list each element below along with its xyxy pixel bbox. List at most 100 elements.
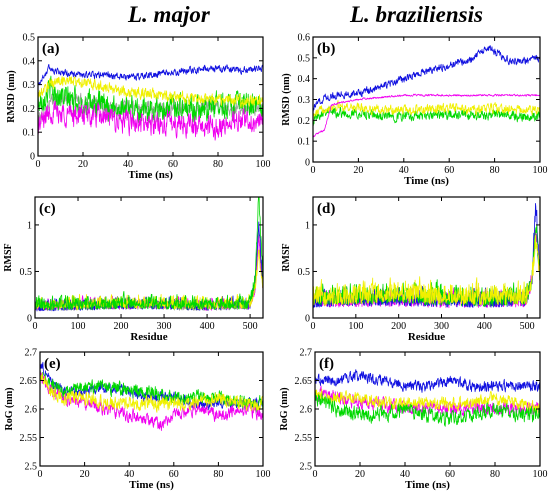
y-tick-label: 0	[305, 158, 310, 169]
panel-f: 0 20 40 60 80 100 2.5 2.55 2.6 2.65 2.7 Time (ns) Ro…	[279, 348, 548, 492]
panel-e: 0 20 40 60 80 100 2.5 2.55 2.6 2.65 2.7 Time (ns) Ro…	[4, 348, 271, 492]
x-tick-label: 60	[444, 165, 454, 176]
y-axis-label: RMSF	[3, 243, 14, 271]
y-tick-label: 2.7	[25, 348, 38, 359]
series-line-green	[40, 370, 263, 413]
x-tick-label: 100	[533, 469, 548, 480]
x-tick-label: 100	[533, 165, 548, 176]
x-axis-label: Time (ns)	[404, 175, 449, 187]
y-tick-label: 0.6	[298, 33, 311, 44]
series-line-green	[38, 75, 263, 125]
x-tick-label: 100	[256, 469, 271, 480]
x-tick-label: 40	[400, 469, 410, 480]
y-tick-label: 1	[305, 220, 310, 231]
plot-frame	[312, 196, 541, 319]
y-axis-label: RMSF	[281, 243, 292, 271]
plot-frame	[34, 196, 264, 319]
panel-label: (d)	[317, 201, 335, 217]
x-tick-label: 60	[445, 469, 455, 480]
panel-label: (e)	[44, 356, 61, 372]
series-line-blue	[38, 64, 263, 86]
x-axis-label: Time (ns)	[129, 479, 174, 491]
x-axis-label: Time (ns)	[405, 479, 450, 491]
x-tick-label: 100	[348, 321, 363, 332]
x-tick-label: 80	[490, 165, 500, 176]
y-tick-label: 0.1	[23, 128, 36, 139]
x-tick-label: 300	[157, 321, 172, 332]
y-axis-label: RoG (nm)	[4, 387, 15, 430]
y-tick-label: 1	[27, 220, 32, 231]
panel-b: 0 20 40 60 80 100 0 0.1 0.2 0.3 0.4 0.5 0.6 Time (ns)…	[281, 33, 548, 188]
series-line-yellow	[40, 372, 263, 413]
panel-label: (c)	[39, 201, 56, 217]
y-tick-label: 0	[305, 314, 310, 325]
x-axis-label: Time (ns)	[128, 169, 173, 181]
y-tick-label: 2.65	[295, 376, 313, 387]
x-tick-label: 0	[311, 321, 316, 332]
series-line-green	[35, 197, 263, 311]
x-tick-label: 20	[353, 165, 363, 176]
plot-frame	[37, 36, 264, 157]
x-tick-label: 200	[114, 321, 129, 332]
x-tick-label: 0	[36, 159, 41, 170]
series-line-magenta	[313, 93, 540, 138]
plot-frame	[312, 36, 541, 163]
right-column-title: L. braziliensis	[350, 2, 483, 27]
x-tick-label: 20	[78, 159, 88, 170]
y-axis-label: RMSD (nm)	[281, 73, 292, 126]
panel-d: 0 100 200 300 400 500 0 0.5 1 Residue RMSF (d)	[281, 196, 541, 343]
x-tick-label: 0	[313, 469, 318, 480]
y-tick-label: 2.55	[295, 433, 313, 444]
x-tick-label: 80	[490, 469, 500, 480]
series-line-blue	[313, 45, 540, 112]
y-tick-label: 0.1	[298, 137, 311, 148]
y-tick-label: 0	[30, 152, 35, 163]
x-tick-label: 20	[80, 469, 90, 480]
y-tick-label: 2.7	[300, 348, 313, 359]
y-tick-label: 0.4	[298, 74, 311, 85]
y-tick-label: 2.5	[25, 462, 38, 473]
series-line-magenta	[40, 372, 263, 432]
panel-label: (f)	[319, 356, 334, 372]
x-axis-label: Residue	[130, 331, 167, 343]
x-tick-label: 0	[33, 321, 38, 332]
x-tick-label: 40	[399, 165, 409, 176]
left-column-title: L. major	[128, 2, 210, 27]
x-tick-label: 100	[71, 321, 86, 332]
series-line-yellow	[313, 100, 540, 120]
y-tick-label: 0.2	[23, 104, 36, 115]
series-line-yellow	[38, 75, 263, 108]
x-tick-label: 0	[38, 469, 43, 480]
series-line-yellow	[315, 388, 540, 415]
panel-label: (a)	[42, 41, 60, 57]
y-tick-label: 0.5	[20, 267, 33, 278]
x-axis-label: Residue	[408, 331, 445, 343]
x-tick-label: 0	[311, 165, 316, 176]
series-line-magenta	[38, 100, 263, 141]
x-tick-label: 300	[434, 321, 449, 332]
y-tick-label: 2.55	[20, 433, 38, 444]
x-tick-label: 80	[213, 159, 223, 170]
x-tick-label: 40	[124, 469, 134, 480]
series-line-blue	[315, 369, 540, 393]
panel-a: 0 20 40 60 80 100 0 0.1 0.2 0.3 0.4 0.5 Time (ns) RMS…	[6, 33, 271, 182]
y-tick-label: 2.65	[20, 376, 38, 387]
x-tick-label: 60	[168, 159, 178, 170]
y-tick-label: 0.2	[298, 116, 311, 127]
x-tick-label: 400	[200, 321, 215, 332]
x-tick-label: 100	[256, 159, 271, 170]
x-tick-label: 80	[213, 469, 223, 480]
y-tick-label: 0.4	[23, 56, 36, 67]
y-tick-label: 0.5	[298, 53, 311, 64]
x-tick-label: 20	[355, 469, 365, 480]
y-tick-label: 0.3	[23, 80, 36, 91]
y-tick-label: 0	[27, 314, 32, 325]
series-line-green	[315, 391, 540, 427]
panel-label: (b)	[317, 41, 335, 57]
y-tick-label: 0.5	[23, 33, 36, 44]
x-tick-label: 60	[169, 469, 179, 480]
series-line-yellow	[313, 234, 540, 306]
y-tick-label: 0.3	[298, 95, 311, 106]
x-tick-label: 40	[123, 159, 133, 170]
